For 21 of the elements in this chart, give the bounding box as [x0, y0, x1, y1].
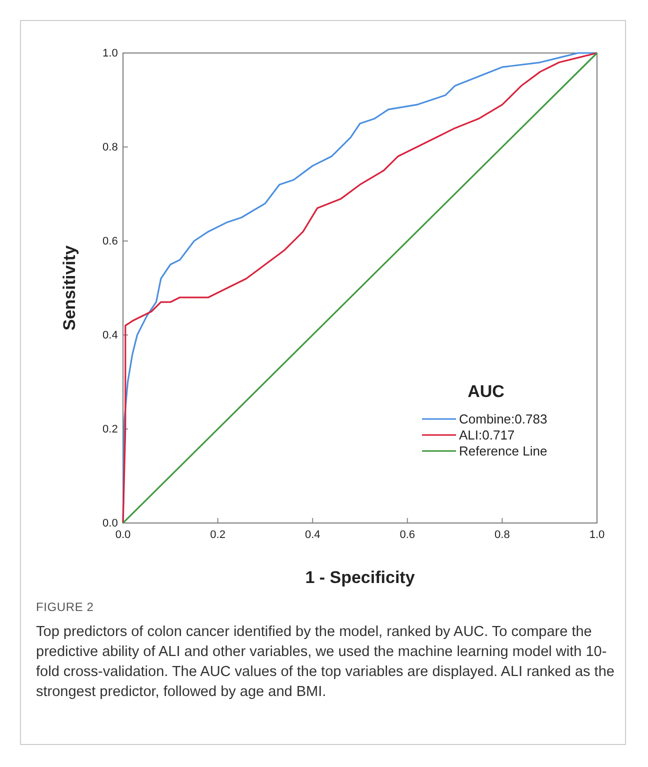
- legend-title: AUC: [468, 382, 504, 401]
- y-tick-label: 0.2: [102, 424, 118, 436]
- x-tick-label: 0.0: [115, 529, 131, 542]
- y-axis-title: Sensitivity: [60, 244, 79, 331]
- x-tick-label: 0.8: [494, 529, 510, 542]
- y-tick-label: 0.4: [102, 330, 118, 342]
- x-tick-label: 0.6: [400, 529, 416, 542]
- legend-label: Combine:0.783: [459, 412, 548, 426]
- line-series: [122, 52, 598, 524]
- y-tick-label: 1.0: [102, 48, 118, 60]
- y-tick-label: 0.6: [102, 236, 118, 248]
- legend-label: Reference Line: [459, 444, 548, 458]
- x-tick-label: 0.4: [304, 529, 320, 542]
- caption: FIGURE 2: [36, 600, 94, 614]
- y-tick-label: 0.0: [102, 518, 118, 530]
- y-tick-label: 0.8: [102, 142, 118, 154]
- x-tick-label: 1.0: [589, 529, 605, 542]
- x-axis-title: 1 - Specificity: [305, 568, 416, 587]
- legend-label: ALI:0.717: [459, 428, 515, 442]
- x-tick-label: 0.2: [210, 529, 226, 542]
- text: Top predictors of colon cancer identified by the model, ranked by AUC. To compare the predictive ability of ALI and other variables, we used the machine learning model with 10-fold cross-validation. The AUC values of the top variables are displayed. ALI ranked as the strongest predictor, followed by age and BMI.: [36, 623, 616, 702]
